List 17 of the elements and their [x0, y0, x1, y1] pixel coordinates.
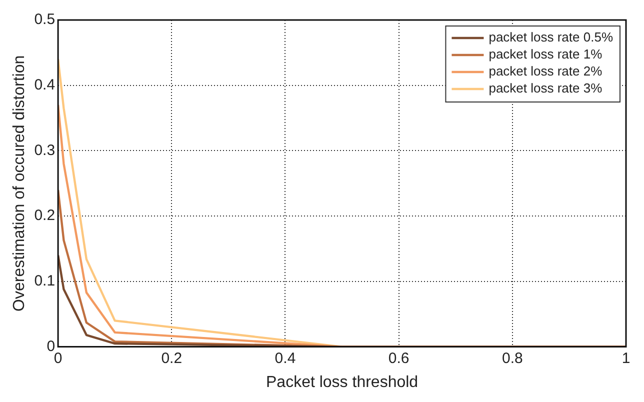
x-tick-label: 0.2 — [161, 350, 182, 367]
y-tick-label: 0.2 — [34, 207, 56, 224]
legend-label: packet loss rate 3% — [488, 80, 603, 96]
y-tick-label: 0.3 — [34, 142, 56, 159]
x-tick-label: 0.8 — [502, 350, 523, 367]
x-axis-title: Packet loss threshold — [266, 374, 418, 391]
legend-label: packet loss rate 2% — [488, 64, 603, 79]
y-tick-label: 0 — [46, 338, 56, 355]
x-tick-label: 0.6 — [388, 350, 410, 367]
legend-label: packet loss rate 0.5% — [488, 30, 614, 45]
y-tick-label: 0.5 — [34, 11, 56, 28]
y-tick-label: 0.4 — [34, 76, 56, 94]
legend-label: packet loss rate 1% — [488, 46, 603, 62]
x-tick-label: 0.4 — [274, 350, 296, 367]
y-tick-label: 0.1 — [34, 272, 56, 290]
x-tick-label: 1 — [622, 350, 630, 367]
y-axis-title: Overestimation of occured distortion — [11, 55, 28, 312]
